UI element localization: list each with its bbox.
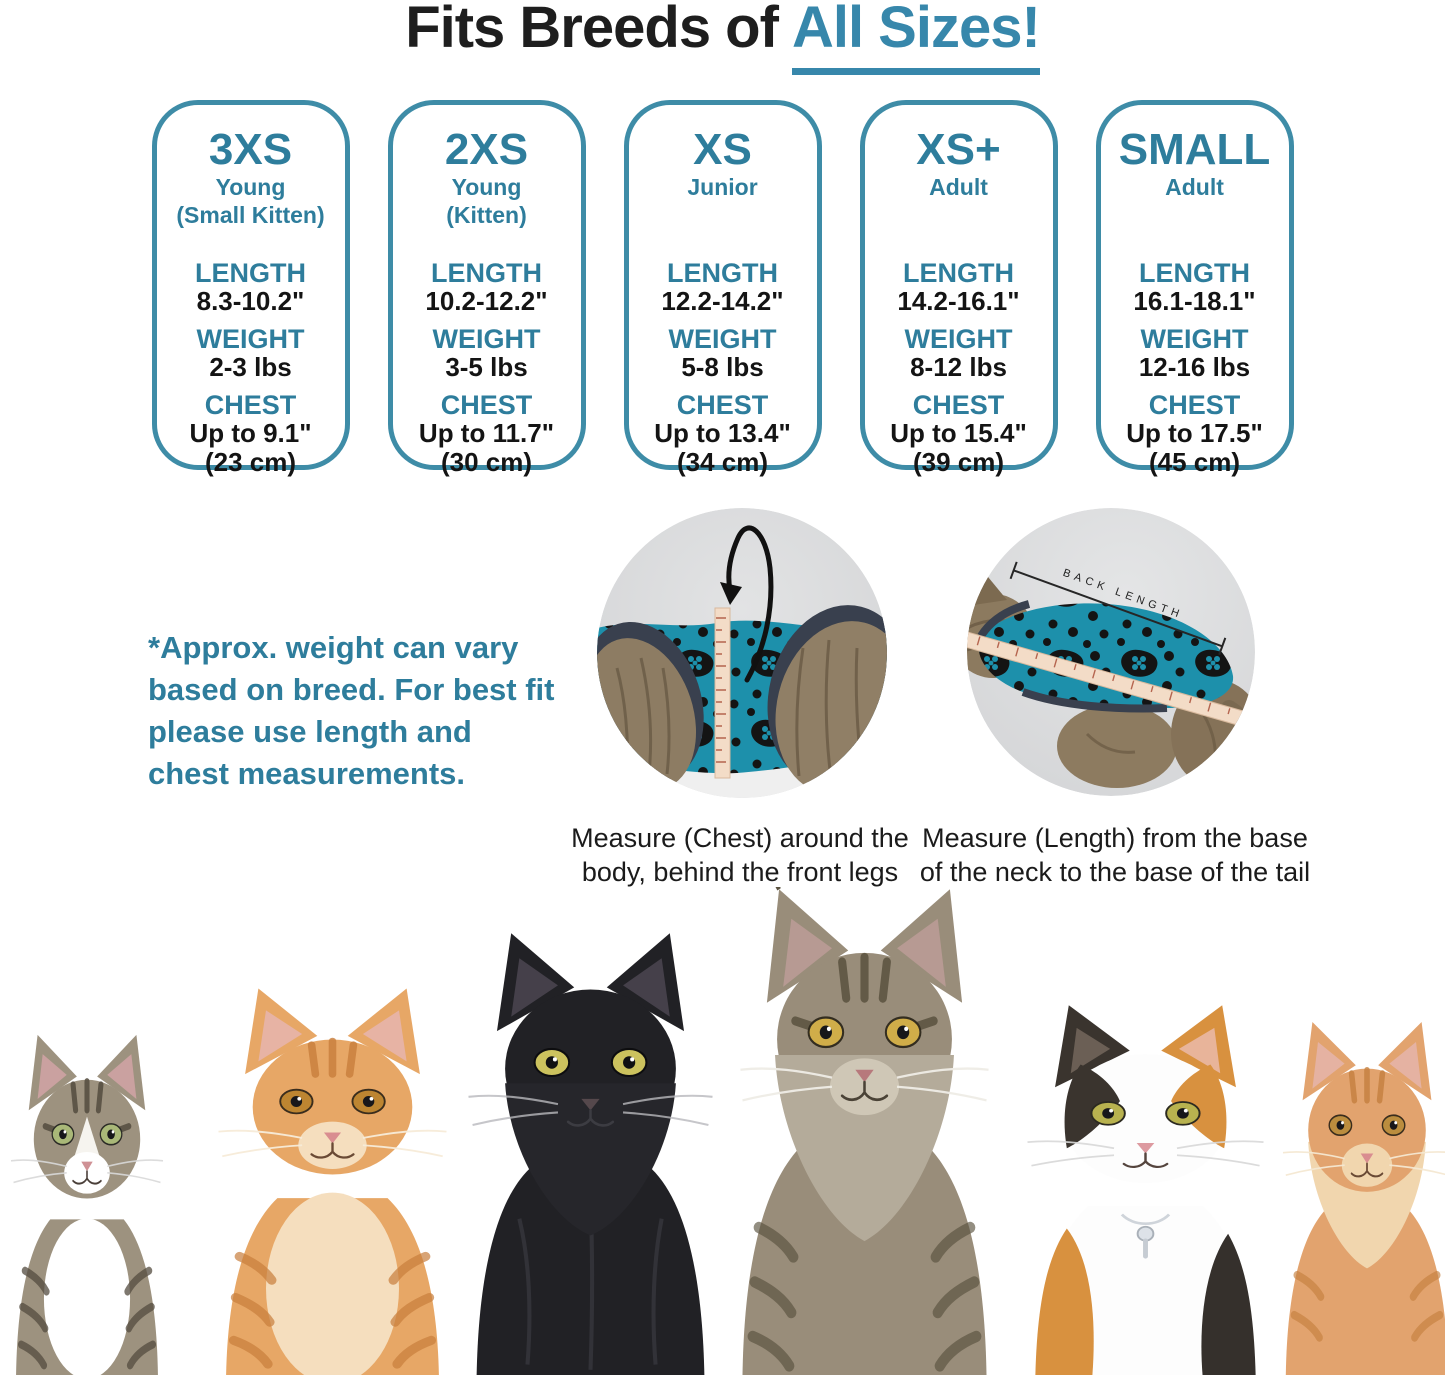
size-subtitle: Adult	[929, 174, 988, 200]
chest-value: Up to 11.7"	[418, 418, 555, 448]
cat-maine-coon-image	[740, 887, 989, 1375]
size-name: 3XS	[208, 125, 293, 174]
cat-legs	[1057, 704, 1177, 788]
note-line: based on breed. For best fit	[148, 672, 555, 707]
length-label: LENGTH	[667, 258, 778, 288]
length-value: 10.2-12.2"	[425, 286, 548, 316]
wrap-around-arrow	[720, 525, 774, 683]
chest-value: Up to 9.1"	[189, 418, 312, 448]
title-prefix: Fits Breeds of	[405, 0, 779, 60]
recovery-suit-side-view	[978, 603, 1234, 709]
cat-ruff	[775, 1054, 954, 1242]
cat-black-longhair-image	[468, 933, 713, 1375]
weight-label: WEIGHT	[904, 324, 1013, 354]
size-subtitle2: (Small Kitten)	[176, 202, 325, 228]
chest-cm-value: (23 cm)	[204, 447, 297, 477]
card-header: SMALL Adult	[1101, 105, 1289, 250]
weight-value: 2-3 lbs	[209, 352, 292, 382]
size-subtitle: Adult	[1165, 174, 1224, 200]
note-line: chest measurements.	[148, 756, 466, 791]
size-name: 2XS	[444, 125, 529, 174]
length-label: LENGTH	[1139, 258, 1250, 288]
weight-label: WEIGHT	[1140, 324, 1249, 354]
chest-cm-value: (39 cm)	[912, 447, 1005, 477]
measuring-tape-vertical	[714, 607, 731, 779]
page-title: Fits Breeds of All Sizes!	[0, 0, 1445, 75]
weight-disclaimer-note: *Approx. weight can vary based on breed.…	[148, 627, 555, 795]
cat-orange-longhair-image	[1282, 1021, 1445, 1375]
size-name: SMALL	[1118, 125, 1271, 174]
weight-value: 12-16 lbs	[1138, 352, 1251, 382]
size-subtitle2: (Kitten)	[446, 202, 527, 228]
pendant-necklace	[1120, 1213, 1171, 1259]
weight-label: WEIGHT	[668, 324, 777, 354]
size-card-xs: XS Junior LENGTH 12.2-14.2" WEIGHT 5-8 l…	[623, 100, 822, 477]
cat-calico-image	[1027, 1005, 1264, 1375]
length-value: 14.2-16.1"	[897, 286, 1020, 316]
weight-value: 3-5 lbs	[445, 352, 528, 382]
card-header: 2XS Young (Kitten)	[393, 105, 581, 250]
calico-orange-patch	[1035, 1228, 1094, 1375]
length-label: LENGTH	[431, 258, 542, 288]
size-subtitle: Young	[215, 174, 286, 200]
size-card-3xs: 3XS Young (Small Kitten) LENGTH 8.3-10.2…	[151, 100, 350, 477]
card-header: XS+ Adult	[865, 105, 1053, 250]
chest-cm-value: (34 cm)	[676, 447, 769, 477]
length-value: 16.1-18.1"	[1133, 286, 1256, 316]
chest-value: Up to 13.4"	[654, 418, 791, 448]
card-header: XS Junior	[629, 105, 817, 250]
cat-tabby-kitten-image	[10, 1034, 164, 1375]
chest-cm-value: (45 cm)	[1148, 447, 1241, 477]
chest-label: CHEST	[676, 390, 769, 420]
length-value: 8.3-10.2"	[196, 286, 305, 316]
chest-label: CHEST	[440, 390, 533, 420]
length-measure-photo: BACK LENGTH	[967, 508, 1255, 796]
chest-label: CHEST	[1148, 390, 1241, 420]
chest-label: CHEST	[204, 390, 297, 420]
size-card-small: SMALL Adult LENGTH 16.1-18.1" WEIGHT 12-…	[1095, 100, 1294, 477]
card-header: 3XS Young (Small Kitten)	[157, 105, 345, 250]
measuring-tape-diagonal	[967, 629, 1255, 734]
length-measure-caption: Measure (Length) from the base of the ne…	[915, 821, 1315, 889]
weight-label: WEIGHT	[196, 324, 305, 354]
length-label: LENGTH	[903, 258, 1014, 288]
size-card-2xs: 2XS Young (Kitten) LENGTH 10.2-12.2" WEI…	[387, 100, 586, 477]
size-name: XS+	[916, 125, 1001, 174]
weight-value: 5-8 lbs	[681, 352, 764, 382]
chest-label: CHEST	[912, 390, 1005, 420]
length-value: 12.2-14.2"	[661, 286, 784, 316]
chest-measure-photo	[597, 508, 887, 798]
weight-label: WEIGHT	[432, 324, 541, 354]
title-highlight-underlined: All Sizes!	[791, 0, 1041, 75]
note-line: please use length and	[148, 714, 472, 749]
size-card-xs-plus: XS+ Adult LENGTH 14.2-16.1" WEIGHT 8-12 …	[859, 100, 1058, 477]
chest-value: Up to 17.5"	[1126, 418, 1263, 448]
cat-orange-tabby-image	[218, 988, 447, 1375]
caption-line: body, behind the front legs	[581, 857, 899, 887]
caption-line: Measure (Chest) around the	[571, 823, 909, 853]
caption-line: of the neck to the base of the tail	[919, 857, 1311, 887]
calico-black-patch	[1201, 1233, 1256, 1375]
size-name: XS	[693, 125, 752, 174]
chest-cm-value: (30 cm)	[440, 447, 533, 477]
weight-value: 8-12 lbs	[910, 352, 1007, 382]
note-line: *Approx. weight can vary	[148, 630, 519, 665]
size-subtitle: Junior	[687, 174, 758, 200]
length-label: LENGTH	[195, 258, 306, 288]
chest-measure-caption: Measure (Chest) around the body, behind …	[555, 821, 925, 889]
caption-line: Measure (Length) from the base	[922, 823, 1308, 853]
size-subtitle: Young	[451, 174, 522, 200]
chest-value: Up to 15.4"	[890, 418, 1027, 448]
size-cards-row: 3XS Young (Small Kitten) LENGTH 8.3-10.2…	[0, 100, 1445, 477]
